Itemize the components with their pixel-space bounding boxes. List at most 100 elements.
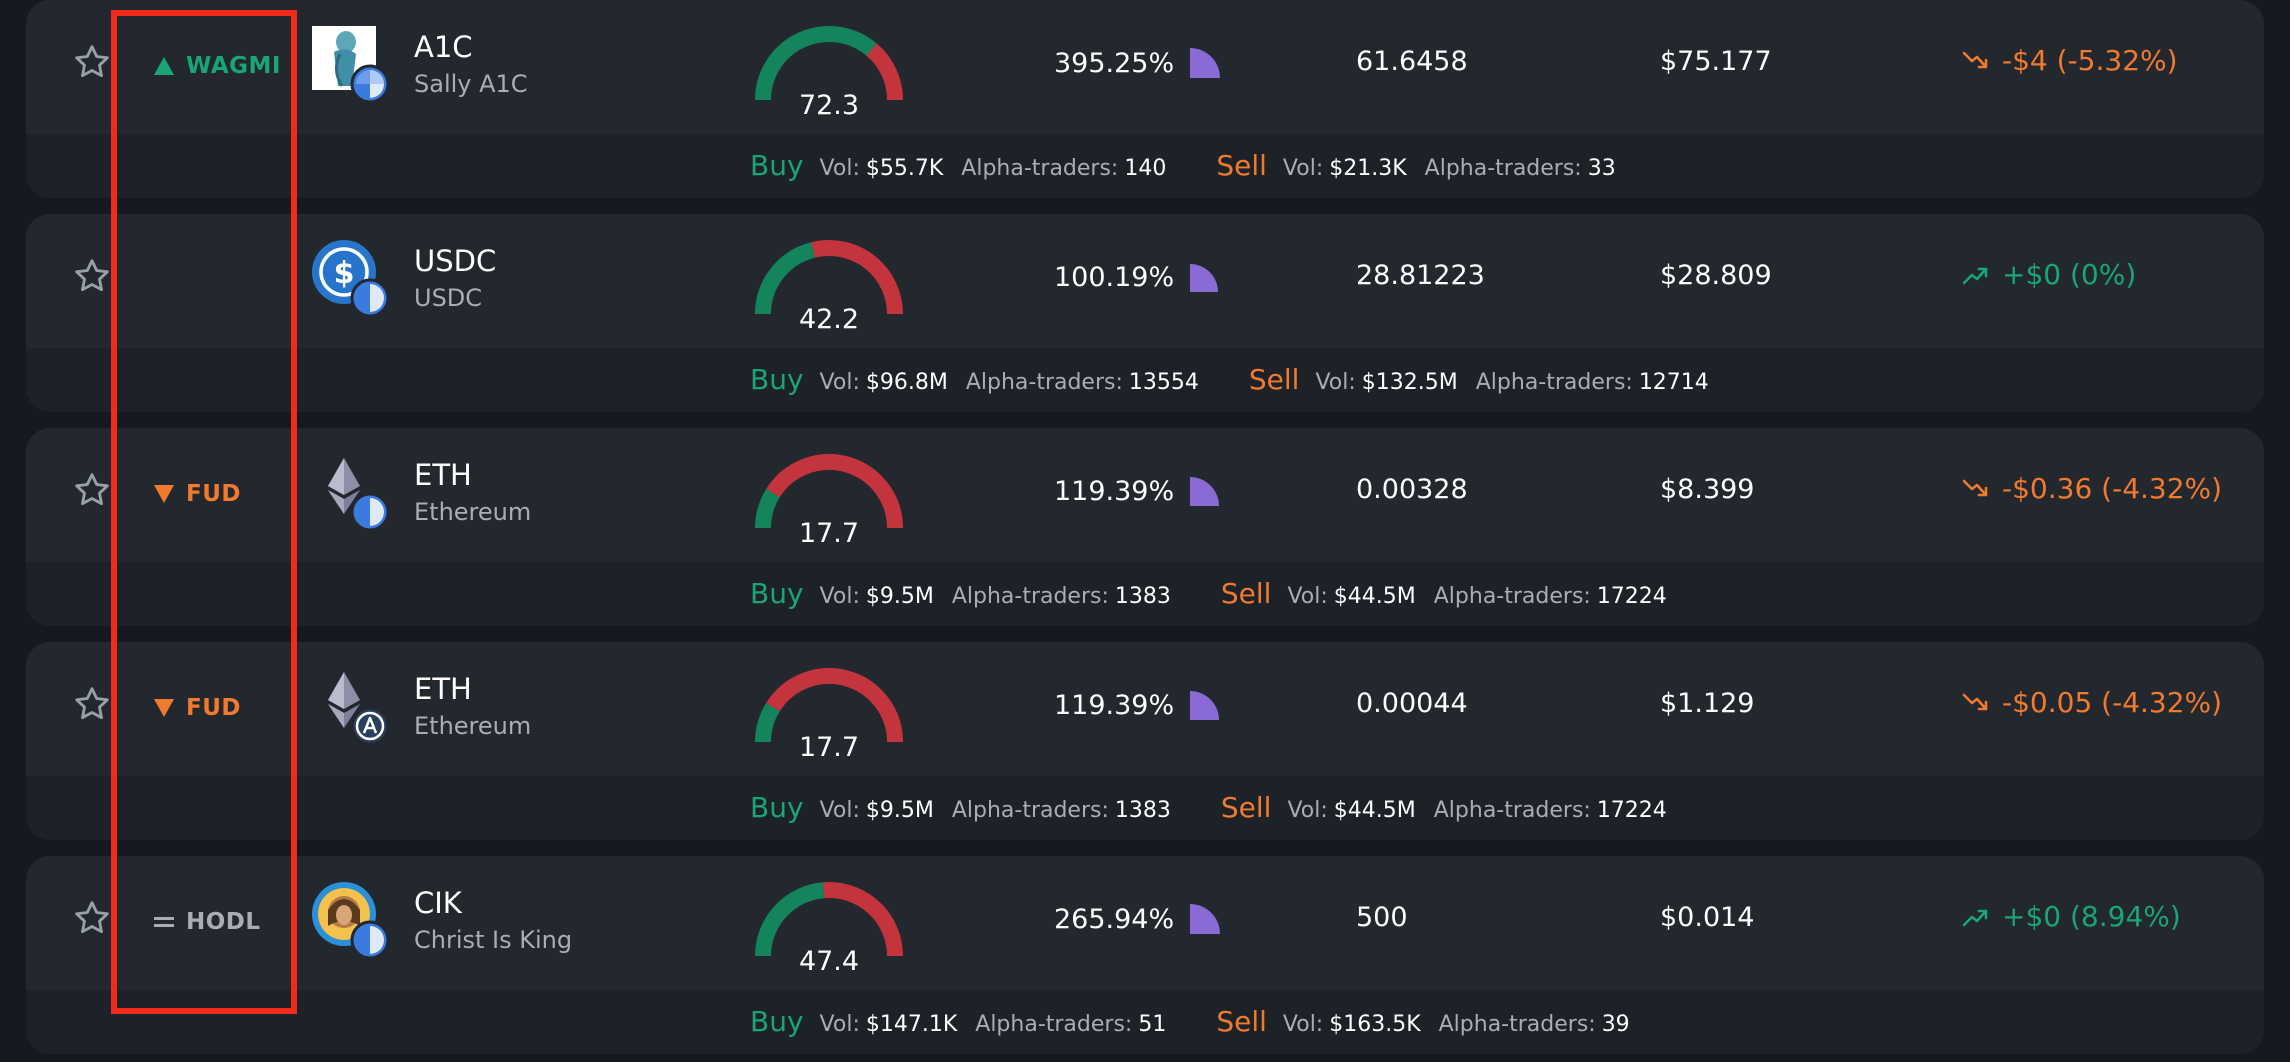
buy-label: Buy	[750, 577, 804, 610]
token-row-main	[26, 642, 2264, 776]
buy-traders-value: 13554	[1128, 370, 1199, 395]
coin-symbol[interactable]: A1C	[414, 30, 473, 64]
gauge-red-arc	[766, 454, 903, 529]
gauge-red-arc	[811, 240, 903, 315]
coin-name: Ethereum	[414, 712, 532, 740]
sally-avatar-icon	[312, 26, 390, 104]
token-row[interactable]: FUD ETH Ethereum 17.7 119.39% 0.00328 $8…	[26, 428, 2264, 626]
buy-traders-value: 51	[1138, 1012, 1167, 1037]
buy-traders-value: 140	[1124, 156, 1167, 181]
buy-vol-value: $9.5M	[865, 798, 934, 823]
buy-vol-label: Vol:	[819, 1012, 860, 1037]
token-row-main	[26, 0, 2264, 134]
price-value: $8.399	[1660, 474, 1755, 505]
gauge-green-arc	[755, 242, 816, 315]
sell-traders-value: 17224	[1596, 584, 1667, 609]
price-change-text: -$4 (-5.32%)	[2002, 44, 2178, 77]
percent-cell: 119.39%	[1054, 688, 1222, 722]
triangle-down-icon	[154, 699, 174, 717]
signal-badge: WAGMI	[152, 48, 281, 84]
quantity-value: 0.00044	[1356, 688, 1468, 719]
quantity-value: 28.81223	[1356, 260, 1485, 291]
buy-traders-value: 1383	[1114, 584, 1171, 609]
trade-stats: Buy Vol: $9.5M Alpha-traders: 1383 Sell …	[750, 791, 1685, 827]
cik-avatar-icon	[312, 882, 390, 960]
triangle-down-icon	[154, 485, 174, 503]
percent-cell: 119.39%	[1054, 474, 1222, 508]
signal-label: HODL	[186, 909, 261, 935]
gauge-value: 17.7	[799, 518, 859, 549]
signal-label: WAGMI	[186, 53, 281, 79]
sell-traders-value: 39	[1601, 1012, 1630, 1037]
coin-symbol[interactable]: ETH	[414, 672, 472, 706]
quantity-value: 500	[1356, 902, 1408, 933]
star-icon[interactable]	[72, 470, 112, 510]
buy-vol-value: $147.1K	[865, 1012, 958, 1037]
sell-label: Sell	[1216, 1005, 1267, 1038]
signal-badge: FUD	[152, 690, 241, 726]
sell-label: Sell	[1220, 791, 1272, 824]
star-icon[interactable]	[72, 256, 112, 296]
ethereum-icon	[328, 458, 390, 532]
star-icon[interactable]	[72, 684, 112, 724]
token-row[interactable]: $ USDC USDC 42.2 100.19% 28.81223 $28.80…	[26, 214, 2264, 412]
gauge-green-arc	[755, 882, 825, 957]
token-row[interactable]: HODL CIK Christ Is King 47.4 265.94% 500…	[26, 856, 2264, 1054]
star-icon[interactable]	[72, 898, 112, 938]
price-change-text: +$0 (8.94%)	[2002, 900, 2181, 933]
sell-traders-label: Alpha-traders:	[1475, 370, 1633, 395]
trend-down-icon	[1962, 693, 1988, 710]
buy-label: Buy	[750, 1005, 804, 1038]
sell-traders-value: 12714	[1638, 370, 1709, 395]
coin-name: Ethereum	[414, 498, 532, 526]
sell-traders-label: Alpha-traders:	[1433, 584, 1591, 609]
equals-icon	[154, 917, 174, 927]
star-icon[interactable]	[72, 42, 112, 82]
trend-up-icon	[1962, 267, 1988, 284]
buy-traders-label: Alpha-traders:	[965, 370, 1123, 395]
sell-vol-value: $132.5M	[1361, 370, 1458, 395]
percent-value: 395.25%	[1054, 47, 1175, 79]
sell-label: Sell	[1220, 577, 1272, 610]
buy-vol-value: $55.7K	[865, 156, 944, 181]
price-value: $75.177	[1660, 46, 1772, 77]
sell-traders-value: 33	[1587, 156, 1616, 181]
coin-name: USDC	[414, 284, 483, 312]
sell-traders-value: 17224	[1596, 798, 1667, 823]
percent-value: 119.39%	[1054, 475, 1175, 507]
score-gauge: 17.7	[755, 668, 903, 763]
sell-traders-label: Alpha-traders:	[1433, 798, 1591, 823]
token-row[interactable]: FUD ETH Ethereum 17.7 119.39% 0.00044 $1…	[26, 642, 2264, 840]
percent-cell: 100.19%	[1054, 260, 1222, 294]
token-row-trades	[26, 562, 2264, 626]
quarter-pie-icon	[1190, 904, 1221, 934]
gauge-red-arc	[766, 668, 903, 743]
trade-stats: Buy Vol: $55.7K Alpha-traders: 140 Sell …	[750, 149, 1634, 185]
sell-vol-label: Vol:	[1287, 798, 1328, 823]
coin-symbol[interactable]: USDC	[414, 244, 497, 278]
gauge-value: 72.3	[799, 90, 859, 121]
gauge-green-arc	[755, 488, 780, 529]
buy-vol-value: $96.8M	[865, 370, 948, 395]
quantity-value: 0.00328	[1356, 474, 1468, 505]
token-row[interactable]: WAGMI A1C Sally A1C 72.3 395.25% 61.6458…	[26, 0, 2264, 198]
sell-label: Sell	[1248, 363, 1300, 396]
quarter-pie-icon	[1190, 477, 1220, 506]
quantity-value: 61.6458	[1356, 46, 1468, 77]
price-change: +$0 (8.94%)	[1962, 900, 2181, 933]
sell-traders-label: Alpha-traders:	[1438, 1012, 1596, 1037]
buy-label: Buy	[750, 791, 804, 824]
coin-name: Sally A1C	[414, 70, 528, 98]
sell-vol-label: Vol:	[1282, 1012, 1324, 1037]
token-row-trades	[26, 348, 2264, 412]
price-change-text: -$0.05 (-4.32%)	[2002, 686, 2223, 719]
triangle-up-icon	[154, 57, 174, 75]
coin-symbol[interactable]: CIK	[414, 886, 462, 920]
trade-stats: Buy Vol: $9.5M Alpha-traders: 1383 Sell …	[750, 577, 1685, 613]
price-change: +$0 (0%)	[1962, 258, 2136, 291]
sell-label: Sell	[1216, 149, 1267, 182]
coin-symbol[interactable]: ETH	[414, 458, 472, 492]
trade-stats: Buy Vol: $96.8M Alpha-traders: 13554 Sel…	[750, 363, 1727, 399]
token-row-main	[26, 856, 2264, 990]
